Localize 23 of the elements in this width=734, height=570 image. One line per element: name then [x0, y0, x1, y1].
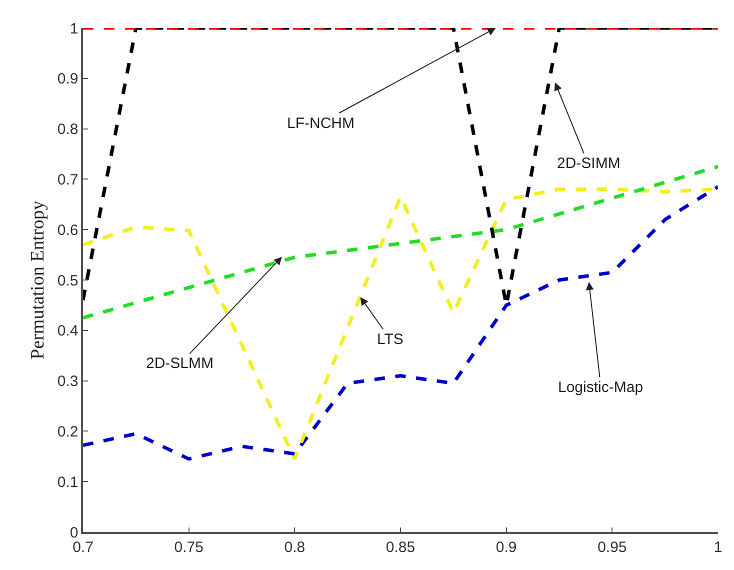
y-tick-label: 1: [70, 20, 78, 38]
y-tick-label: 0.1: [57, 474, 78, 491]
y-tick-label: 0.3: [57, 373, 78, 390]
annotation: 2D-SIMM: [557, 155, 620, 172]
y-tick-label: 0.9: [57, 70, 78, 88]
y-tick-label: 0.2: [57, 423, 78, 440]
annotation: Logistic-Map: [558, 379, 644, 396]
x-tick-label: 0.9: [496, 538, 517, 556]
x-tick-label: 0.85: [386, 538, 416, 556]
annotation: LTS: [377, 331, 404, 348]
y-tick-label: 0.7: [57, 171, 78, 188]
y-axis-title: Permutation Entropy: [28, 200, 49, 360]
y-tick-label: 0.8: [57, 121, 78, 138]
x-tick-label: 1: [714, 538, 722, 556]
x-tick-label: 0.95: [598, 538, 627, 556]
x-tick-label: 0.8: [284, 538, 306, 556]
y-tick-label: 0: [70, 524, 78, 542]
x-tick-label: 0.75: [174, 538, 204, 556]
annotation: LF-NCHM: [287, 115, 354, 132]
annotation: 2D-SLMM: [146, 355, 214, 372]
y-tick-label: 0.6: [57, 222, 78, 239]
y-tick-label: 0.4: [57, 322, 78, 340]
y-tick-label: 0.5: [57, 272, 78, 290]
